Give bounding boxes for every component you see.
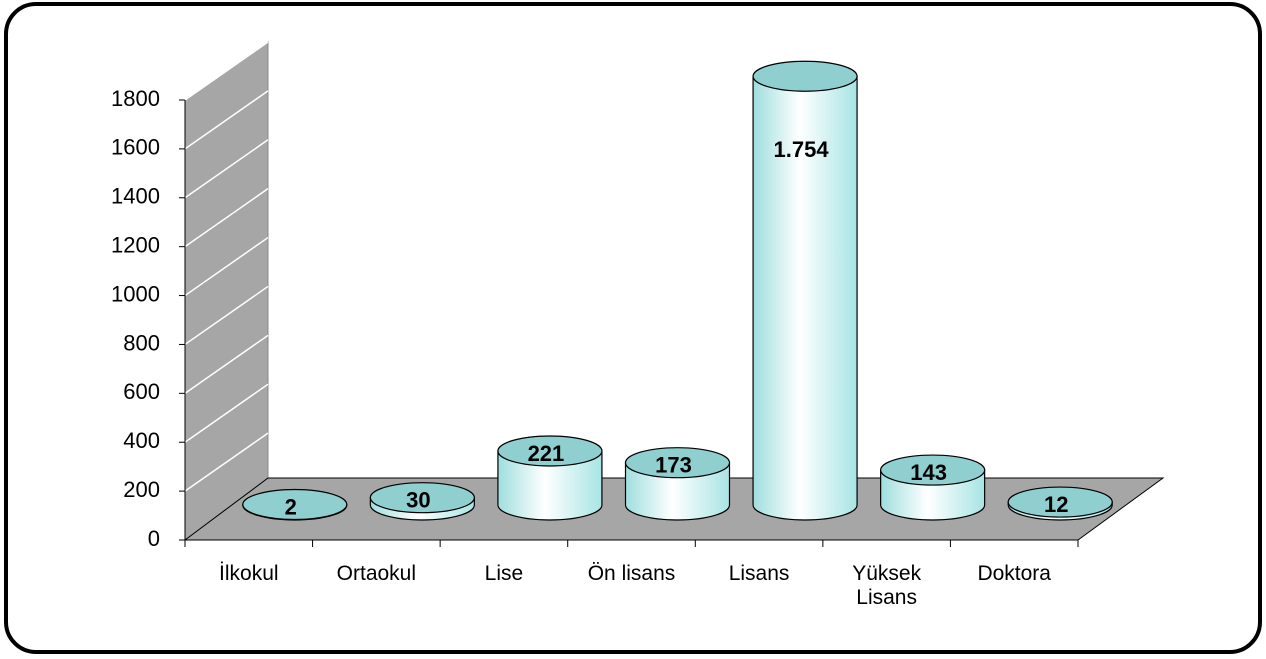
x-tick-label: Yüksek Lisans — [852, 562, 922, 609]
x-tick-label: Lise — [484, 562, 524, 585]
x-tick-label: Ön lisans — [587, 562, 676, 585]
grid-line — [184, 383, 269, 443]
grid-line — [184, 334, 269, 394]
x-tick-label: Lisans — [728, 562, 790, 585]
y-tick-label: 400 — [123, 428, 160, 453]
grid-line — [184, 90, 269, 150]
x-tick-label: Doktora — [977, 562, 1051, 585]
value-label: 12 — [1044, 492, 1068, 517]
y-tick-label: 1800 — [111, 86, 160, 111]
cylinder-body — [752, 75, 858, 521]
y-tick-label: 800 — [123, 330, 160, 355]
cylinder-top — [624, 447, 731, 479]
cylinder-top — [752, 60, 858, 92]
cylinder-top — [1007, 486, 1113, 518]
cylinder-top — [497, 435, 603, 467]
y-tick-label: 600 — [123, 379, 160, 404]
y-tick-label: 1200 — [111, 232, 160, 257]
value-label: 2 — [285, 494, 297, 519]
cylinder-body — [497, 450, 603, 521]
back-wall — [184, 41, 269, 541]
cylinder-top — [242, 488, 348, 521]
value-label: 143 — [910, 460, 947, 485]
value-label: 1.754 — [774, 137, 830, 162]
y-tick-label: 1400 — [111, 184, 160, 209]
grid-line — [184, 188, 269, 248]
value-label: 30 — [406, 487, 430, 512]
grid-line — [184, 236, 269, 297]
grid-line — [184, 139, 269, 199]
grid-line — [184, 432, 269, 492]
cylinder-body — [624, 462, 731, 521]
grid-line — [184, 41, 269, 101]
y-tick-label: 1000 — [111, 281, 160, 306]
y-tick-label: 0 — [148, 526, 160, 551]
value-label: 173 — [655, 453, 692, 478]
y-tick-label: 200 — [123, 477, 160, 502]
x-tick-label: İlkokul — [219, 562, 279, 585]
cylinder-top — [369, 482, 475, 514]
cylinder-top — [880, 454, 986, 486]
y-tick-label: 1600 — [111, 135, 160, 160]
grid-line — [184, 285, 269, 346]
value-label: 221 — [528, 441, 565, 466]
x-tick-label: Ortaokul — [336, 562, 417, 585]
